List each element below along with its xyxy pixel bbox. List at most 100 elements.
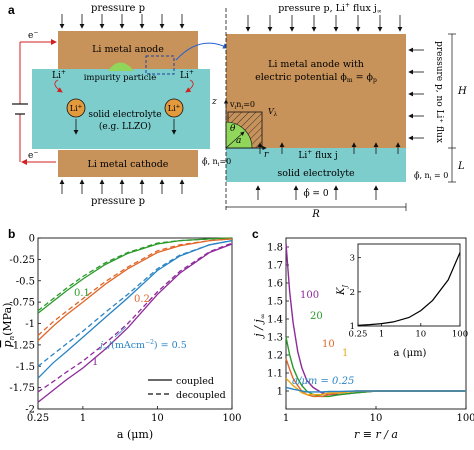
left-schematic: pressure p Li metal anode impurity parti… (12, 3, 229, 207)
plot-b: 0.25 1 10 100 0 -0.25 -0.5 -0.75 -1 -1.25 -1.5 -1.… (1, 234, 242, 442)
left-cathode-label: Li metal cathode (88, 159, 169, 170)
dim-H: H (457, 86, 467, 97)
inset-ylabel: KJ (336, 285, 349, 296)
dim-L: L (457, 161, 465, 172)
legend-decoupled: decoupled (176, 390, 226, 401)
right-schematic: pressure p, Li+ flux j∞ Li metal anode w… (202, 2, 467, 220)
legend-coupled: coupled (176, 376, 214, 387)
ytick-label--0.25: -0.25 (9, 255, 35, 266)
label-theta: θ (230, 124, 236, 134)
zoom-arrow (175, 42, 229, 61)
phi-left: ϕ̂, ni=0 (202, 157, 231, 168)
ytick-label--0.5: -0.5 (16, 276, 35, 287)
ytick-label--1.25: -1.25 (9, 340, 35, 351)
li-ion-circle-right: Li+ (164, 98, 184, 118)
ytick-label--1: -1 (25, 319, 35, 330)
panel-b-label: b (8, 227, 15, 241)
ytick-label-1.5: 1.5 (267, 297, 283, 308)
dim-R: R (311, 209, 320, 220)
impurity-particle (108, 62, 134, 71)
ytick-label-1: 1 (350, 322, 355, 332)
pressure-arrows-right-side (408, 47, 424, 141)
right-anode-label-2: electric potential ϕm = ϕp (255, 72, 377, 84)
series-0.2-dashed-line (37, 238, 233, 336)
ytick-label-1.1: 1.1 (267, 369, 283, 380)
xtick-label-1: 1 (283, 413, 289, 424)
xtick-label-1: 1 (379, 330, 384, 340)
series-0.5-solid-line (37, 239, 233, 379)
external-circuit (19, 39, 57, 165)
ytick-label-1.8: 1.8 (267, 243, 283, 254)
series-1-solid-line (37, 243, 233, 403)
ytick-label-1.4: 1.4 (267, 315, 283, 326)
xtick-label-0.25: 0.25 (349, 330, 368, 340)
pressure-arrows-top-right (245, 15, 403, 32)
inset-xlabel: a (μm) (394, 348, 427, 359)
right-electrolyte-label: solid electrolyte (277, 168, 355, 179)
plot-c-xticks: 1 10 100 (283, 406, 474, 424)
electrolyte-label-2: (e.g. LLZO) (99, 121, 151, 132)
svg-text:Li+: Li+ (70, 104, 83, 113)
xtick-label-100: 100 (456, 413, 474, 424)
curve-label-1c: 1 (342, 348, 348, 359)
left-cathode (58, 150, 198, 177)
inset-yticks: 1 2 3 (350, 254, 361, 332)
curve-label-10: 10 (322, 339, 335, 350)
series-0.25-line (285, 386, 466, 393)
ytick-label-1.7: 1.7 (267, 261, 283, 272)
bottom-arrows-right (255, 185, 379, 200)
left-anode-label: Li metal anode (92, 44, 164, 55)
battery-icon (12, 103, 28, 115)
inset-frame (357, 243, 461, 327)
radius-arrow (225, 131, 245, 149)
label-a: a (236, 136, 241, 146)
ytick-label-1.2: 1.2 (267, 351, 283, 362)
plot-b-series (37, 237, 233, 403)
xtick-label-0.25: 0.25 (27, 413, 49, 424)
ytick-label--1.5: -1.5 (16, 362, 35, 373)
impurity-label: impurity particle (84, 73, 157, 83)
ytick-label-1: 1 (277, 387, 283, 398)
xtick-label-10: 10 (151, 413, 164, 424)
annotation-a: a/μm = 0.25 (292, 376, 354, 387)
electron-top: e− (28, 29, 38, 41)
v-lambda: Vλ (268, 107, 277, 118)
xtick-label-1: 1 (80, 413, 86, 424)
left-anode (58, 31, 198, 71)
phi-corner: ϕ̂, ni = 0 (414, 171, 448, 182)
ytick-label--1.75: -1.75 (9, 383, 35, 394)
xtick-label-10: 10 (415, 330, 426, 340)
li-flux-label: Li+ flux j (298, 149, 337, 161)
plot-b-yticks: 0 -0.25 -0.5 -0.75 -1 -1.25 -1.5 -1.75 -2 (9, 234, 41, 416)
right-side-label: pressure p, no Li⁺ flux (434, 41, 444, 143)
annotation-j: j∞/(mAcm−2) = 0.5 (98, 339, 187, 352)
dim-r: r (264, 150, 269, 160)
electron-bottom: e− (28, 149, 38, 161)
plot-c-xlabel: r ≡ r / a (354, 428, 398, 441)
plot-b-xticks: 0.25 1 10 100 (27, 406, 242, 424)
ytick-label-1.3: 1.3 (267, 333, 283, 344)
inset-plot: 0.25 1 10 100 123 KJ a (μm) (336, 243, 468, 359)
right-anode-label-1: Li metal anode with (268, 59, 364, 70)
plot-c-series (285, 243, 466, 398)
pressure-arrows-top-left (59, 14, 185, 29)
ytick-label--0.75: -0.75 (9, 298, 35, 309)
plot-b-ylabel: pn(MPa) (1, 303, 16, 348)
series-0.1-dashed-line (37, 237, 233, 312)
zoom-box (145, 55, 175, 75)
curve-label-0.2: 0.2 (134, 294, 150, 305)
v-condition: vini=0 (229, 100, 255, 111)
li-ion-left: Li+ (52, 69, 66, 81)
li-ion-right: Li+ (180, 69, 194, 81)
plot-c-yticks: 1 1.1 1.2 1.3 1.4 1.5 1.6 1.7 1.8 (267, 243, 289, 398)
dim-z: z (211, 97, 217, 107)
curve-label-1: 1 (92, 357, 98, 368)
plot-b-xlabel: a (μm) (117, 428, 153, 441)
ytick-label-0: 0 (29, 234, 35, 245)
ytick-label--2: -2 (25, 405, 35, 416)
annotation-j-pointer (114, 326, 127, 338)
ytick-label-1.6: 1.6 (267, 279, 283, 290)
particle-quarter (225, 121, 253, 149)
svg-text:Li+: Li+ (168, 104, 181, 113)
